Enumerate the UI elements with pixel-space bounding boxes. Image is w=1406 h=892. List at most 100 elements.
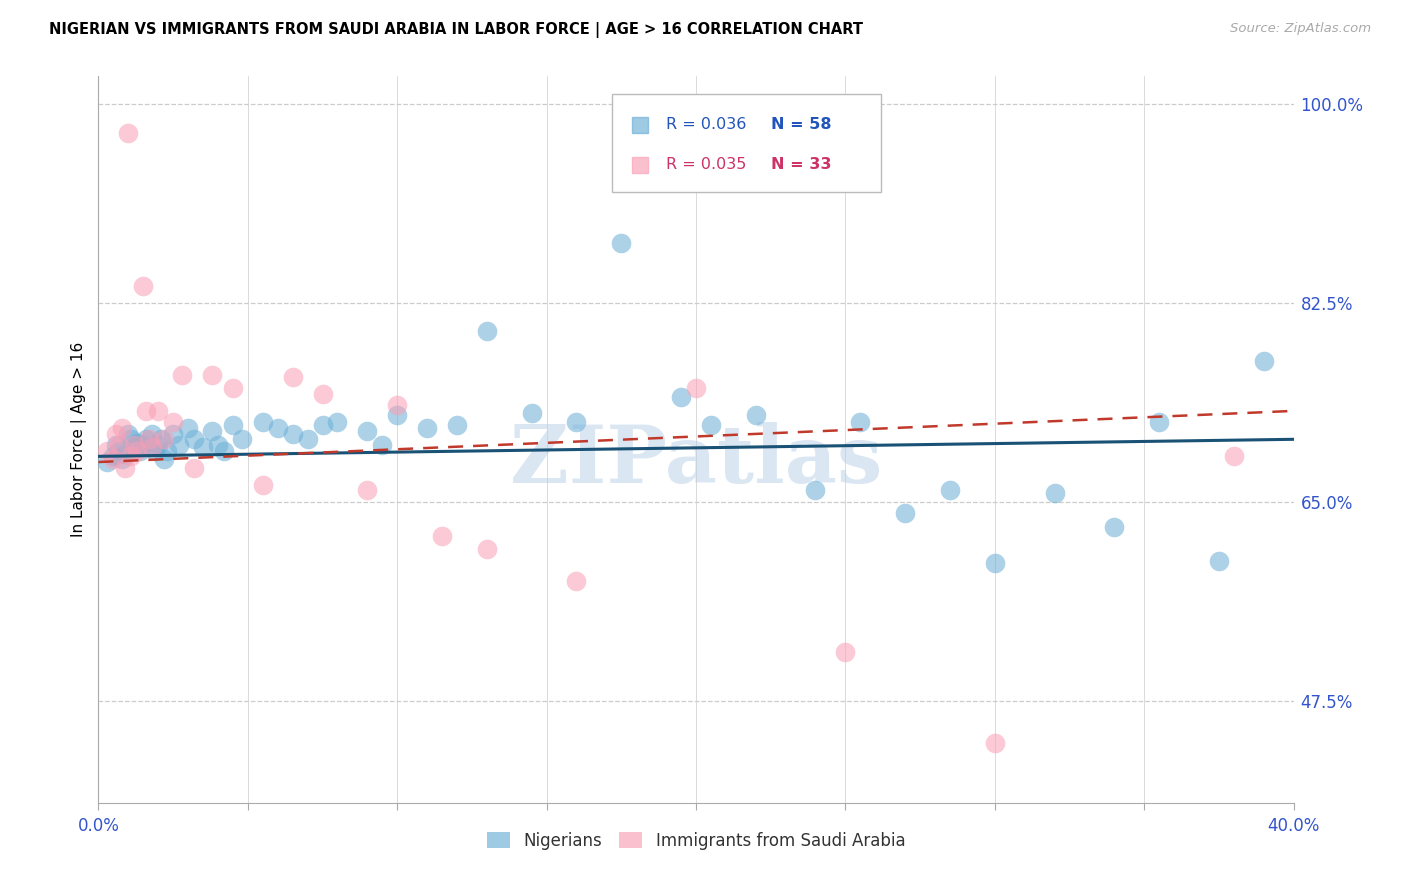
Point (143, 443, 166, 458)
Point (311, 417, 333, 432)
Point (939, 483, 962, 498)
Point (148, 438, 170, 452)
Point (685, 381, 707, 395)
Text: R = 0.036: R = 0.036 (666, 117, 747, 132)
Point (141, 440, 163, 454)
Point (120, 450, 142, 464)
Point (984, 556, 1007, 570)
Point (103, 451, 125, 466)
Point (281, 426, 304, 441)
Text: ZIPatlas: ZIPatlas (510, 422, 882, 500)
Point (356, 483, 378, 498)
Point (297, 432, 319, 446)
Point (371, 438, 394, 452)
Point (1253, 354, 1275, 368)
Point (96, 455, 118, 469)
Legend: Nigerians, Immigrants from Saudi Arabia: Nigerians, Immigrants from Saudi Arabia (479, 825, 912, 856)
Point (446, 417, 468, 432)
Text: Source: ZipAtlas.com: Source: ZipAtlas.com (1230, 22, 1371, 36)
Text: N = 33: N = 33 (772, 157, 832, 172)
Point (153, 432, 176, 446)
Text: N = 58: N = 58 (772, 117, 832, 132)
Point (135, 432, 157, 446)
Point (132, 438, 155, 452)
Point (430, 529, 453, 543)
Point (834, 645, 856, 659)
Point (1208, 554, 1230, 568)
Point (252, 415, 274, 429)
Point (108, 443, 131, 458)
Point (111, 451, 134, 466)
Point (108, 438, 131, 452)
Point (281, 369, 304, 384)
Point (745, 409, 768, 423)
Point (311, 387, 333, 401)
Point (172, 368, 194, 382)
Point (138, 432, 160, 446)
Point (105, 426, 128, 441)
Point (111, 421, 134, 435)
Text: R = 0.035: R = 0.035 (666, 157, 747, 172)
Point (610, 235, 633, 250)
Point (114, 460, 136, 475)
Point (201, 425, 224, 439)
Point (167, 438, 190, 452)
Point (231, 432, 253, 446)
Point (124, 440, 146, 454)
Point (385, 409, 409, 423)
Point (222, 381, 245, 395)
Point (105, 438, 128, 452)
Point (117, 126, 139, 140)
Point (96, 443, 118, 458)
Point (129, 443, 152, 458)
Point (385, 398, 409, 412)
Point (117, 426, 139, 441)
Point (252, 477, 274, 491)
Point (132, 279, 155, 293)
Point (700, 417, 723, 432)
Point (141, 426, 163, 441)
Point (565, 574, 588, 589)
Point (669, 390, 692, 404)
Point (183, 432, 205, 446)
Point (207, 438, 229, 452)
Point (475, 325, 498, 339)
Point (1147, 415, 1170, 429)
Point (120, 432, 142, 446)
Point (183, 460, 205, 475)
Point (150, 432, 173, 446)
Point (326, 415, 349, 429)
Point (124, 438, 146, 452)
Point (267, 421, 290, 435)
Point (212, 443, 235, 458)
Point (156, 443, 179, 458)
Point (416, 421, 439, 435)
Point (1104, 520, 1126, 534)
Point (191, 440, 214, 454)
Point (1223, 450, 1246, 464)
Point (135, 404, 157, 418)
Point (138, 440, 160, 454)
Point (162, 426, 184, 441)
Text: NIGERIAN VS IMMIGRANTS FROM SAUDI ARABIA IN LABOR FORCE | AGE > 16 CORRELATION C: NIGERIAN VS IMMIGRANTS FROM SAUDI ARABIA… (49, 22, 863, 38)
Point (1043, 485, 1066, 500)
FancyBboxPatch shape (613, 94, 882, 192)
Point (804, 483, 827, 498)
Y-axis label: In Labor Force | Age > 16: In Labor Force | Age > 16 (72, 342, 87, 537)
Point (177, 421, 200, 435)
Point (222, 417, 245, 432)
Point (520, 406, 543, 420)
Point (201, 368, 224, 382)
Point (114, 447, 136, 461)
Point (162, 415, 184, 429)
Point (984, 736, 1007, 750)
Point (565, 415, 588, 429)
Point (894, 506, 917, 520)
Point (356, 425, 378, 439)
Point (127, 443, 149, 458)
Point (153, 451, 176, 466)
Point (127, 435, 149, 450)
Point (103, 450, 125, 464)
Point (475, 542, 498, 557)
Point (849, 415, 872, 429)
